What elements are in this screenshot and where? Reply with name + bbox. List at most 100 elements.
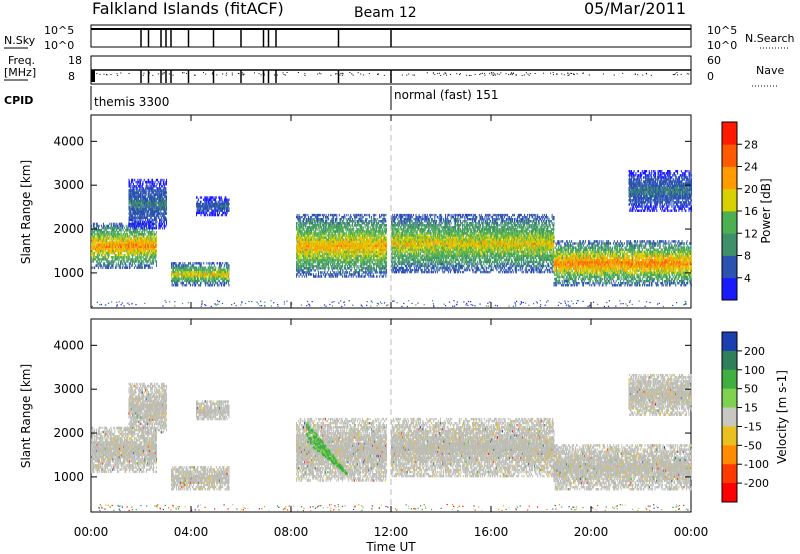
power-cell (314, 255, 315, 257)
power-cell (139, 189, 140, 191)
power-cell (336, 216, 337, 218)
power-cell (126, 225, 127, 227)
power-cell (93, 223, 94, 225)
power-cell (134, 219, 135, 221)
power-cell (179, 280, 180, 282)
nave-point (568, 75, 569, 76)
power-cell (307, 263, 308, 265)
nave-point (582, 73, 583, 74)
power-cell (114, 233, 115, 235)
power-cell (114, 248, 115, 250)
power-cell (134, 200, 135, 202)
power-cell (109, 239, 110, 241)
power-cell (198, 199, 199, 201)
nave-point (522, 75, 523, 76)
power-cell (310, 218, 311, 220)
power-cell (338, 273, 339, 275)
power-cell (106, 256, 107, 258)
power-cell (137, 225, 138, 227)
power-cell (197, 196, 198, 198)
power-cell (183, 277, 184, 279)
power-cell (302, 234, 303, 236)
power-cell (129, 239, 130, 241)
power-cell (102, 227, 103, 229)
power-cell (93, 260, 94, 262)
power-cell (310, 216, 311, 218)
power-cell (107, 258, 108, 260)
power-cell (337, 247, 338, 249)
power-cell (141, 179, 142, 181)
power-cell (153, 193, 154, 195)
power-cell (133, 258, 134, 260)
nave-point (450, 74, 451, 75)
power-cell (160, 187, 161, 189)
nave-point (510, 74, 511, 75)
power-cell (187, 267, 188, 269)
power-cell (297, 273, 298, 275)
power-cell (100, 233, 101, 235)
power-cell (211, 275, 212, 277)
power-cell (146, 256, 147, 258)
power-cell (130, 185, 131, 187)
power-cell (150, 254, 151, 256)
power-panel: 1000200030004000 Slant Range [km] (19, 115, 692, 308)
power-cell (217, 269, 218, 271)
power-cell (333, 216, 334, 218)
power-cell (102, 237, 103, 239)
power-cell (224, 284, 225, 286)
power-cell (297, 265, 298, 267)
power-cell (145, 229, 146, 231)
power-cell (119, 267, 120, 269)
nave-point (527, 74, 528, 75)
power-cell (312, 228, 313, 230)
power-cell (211, 264, 212, 266)
power-cell (132, 254, 133, 256)
power-cell (116, 225, 117, 227)
power-cell (149, 181, 150, 183)
power-cell (141, 227, 142, 229)
power-cell (109, 250, 110, 252)
power-cell (194, 284, 195, 286)
power-cell (111, 223, 112, 225)
power-cell (304, 271, 305, 273)
power-cell (106, 227, 107, 229)
power-cell (322, 222, 323, 224)
power-cell (154, 233, 155, 235)
power-cell (228, 282, 229, 284)
nave-point (275, 72, 276, 73)
power-cell (297, 259, 298, 261)
power-cell (174, 262, 175, 264)
power-cell (97, 260, 98, 262)
power-cell (141, 225, 142, 227)
power-cell (333, 214, 334, 216)
power-cell (156, 191, 157, 193)
power-cell (301, 249, 302, 251)
power-cell (153, 262, 154, 264)
power-cell (116, 229, 117, 231)
power-cell (310, 220, 311, 222)
power-cell (91, 256, 92, 258)
power-cell (300, 257, 301, 259)
power-cell (334, 240, 335, 242)
power-cell (191, 267, 192, 269)
power-cell (314, 259, 315, 261)
power-cell (149, 189, 150, 191)
nave-point (460, 73, 461, 74)
power-cell (119, 256, 120, 258)
nave-point (96, 73, 97, 74)
nave-point (148, 75, 149, 76)
nave-point (203, 72, 204, 73)
power-cell (162, 223, 163, 225)
power-cell (298, 218, 299, 220)
power-cell (336, 218, 337, 220)
power-cell (149, 250, 150, 252)
cpid-mode-1: themis 3300 (94, 95, 169, 109)
power-cell (100, 267, 101, 269)
nave-point (622, 73, 623, 74)
power-cell (166, 223, 167, 225)
power-cell (299, 220, 300, 222)
power-cell (142, 181, 143, 183)
power-cell (297, 216, 298, 218)
power-cell (161, 196, 162, 198)
power-cell (334, 265, 335, 267)
